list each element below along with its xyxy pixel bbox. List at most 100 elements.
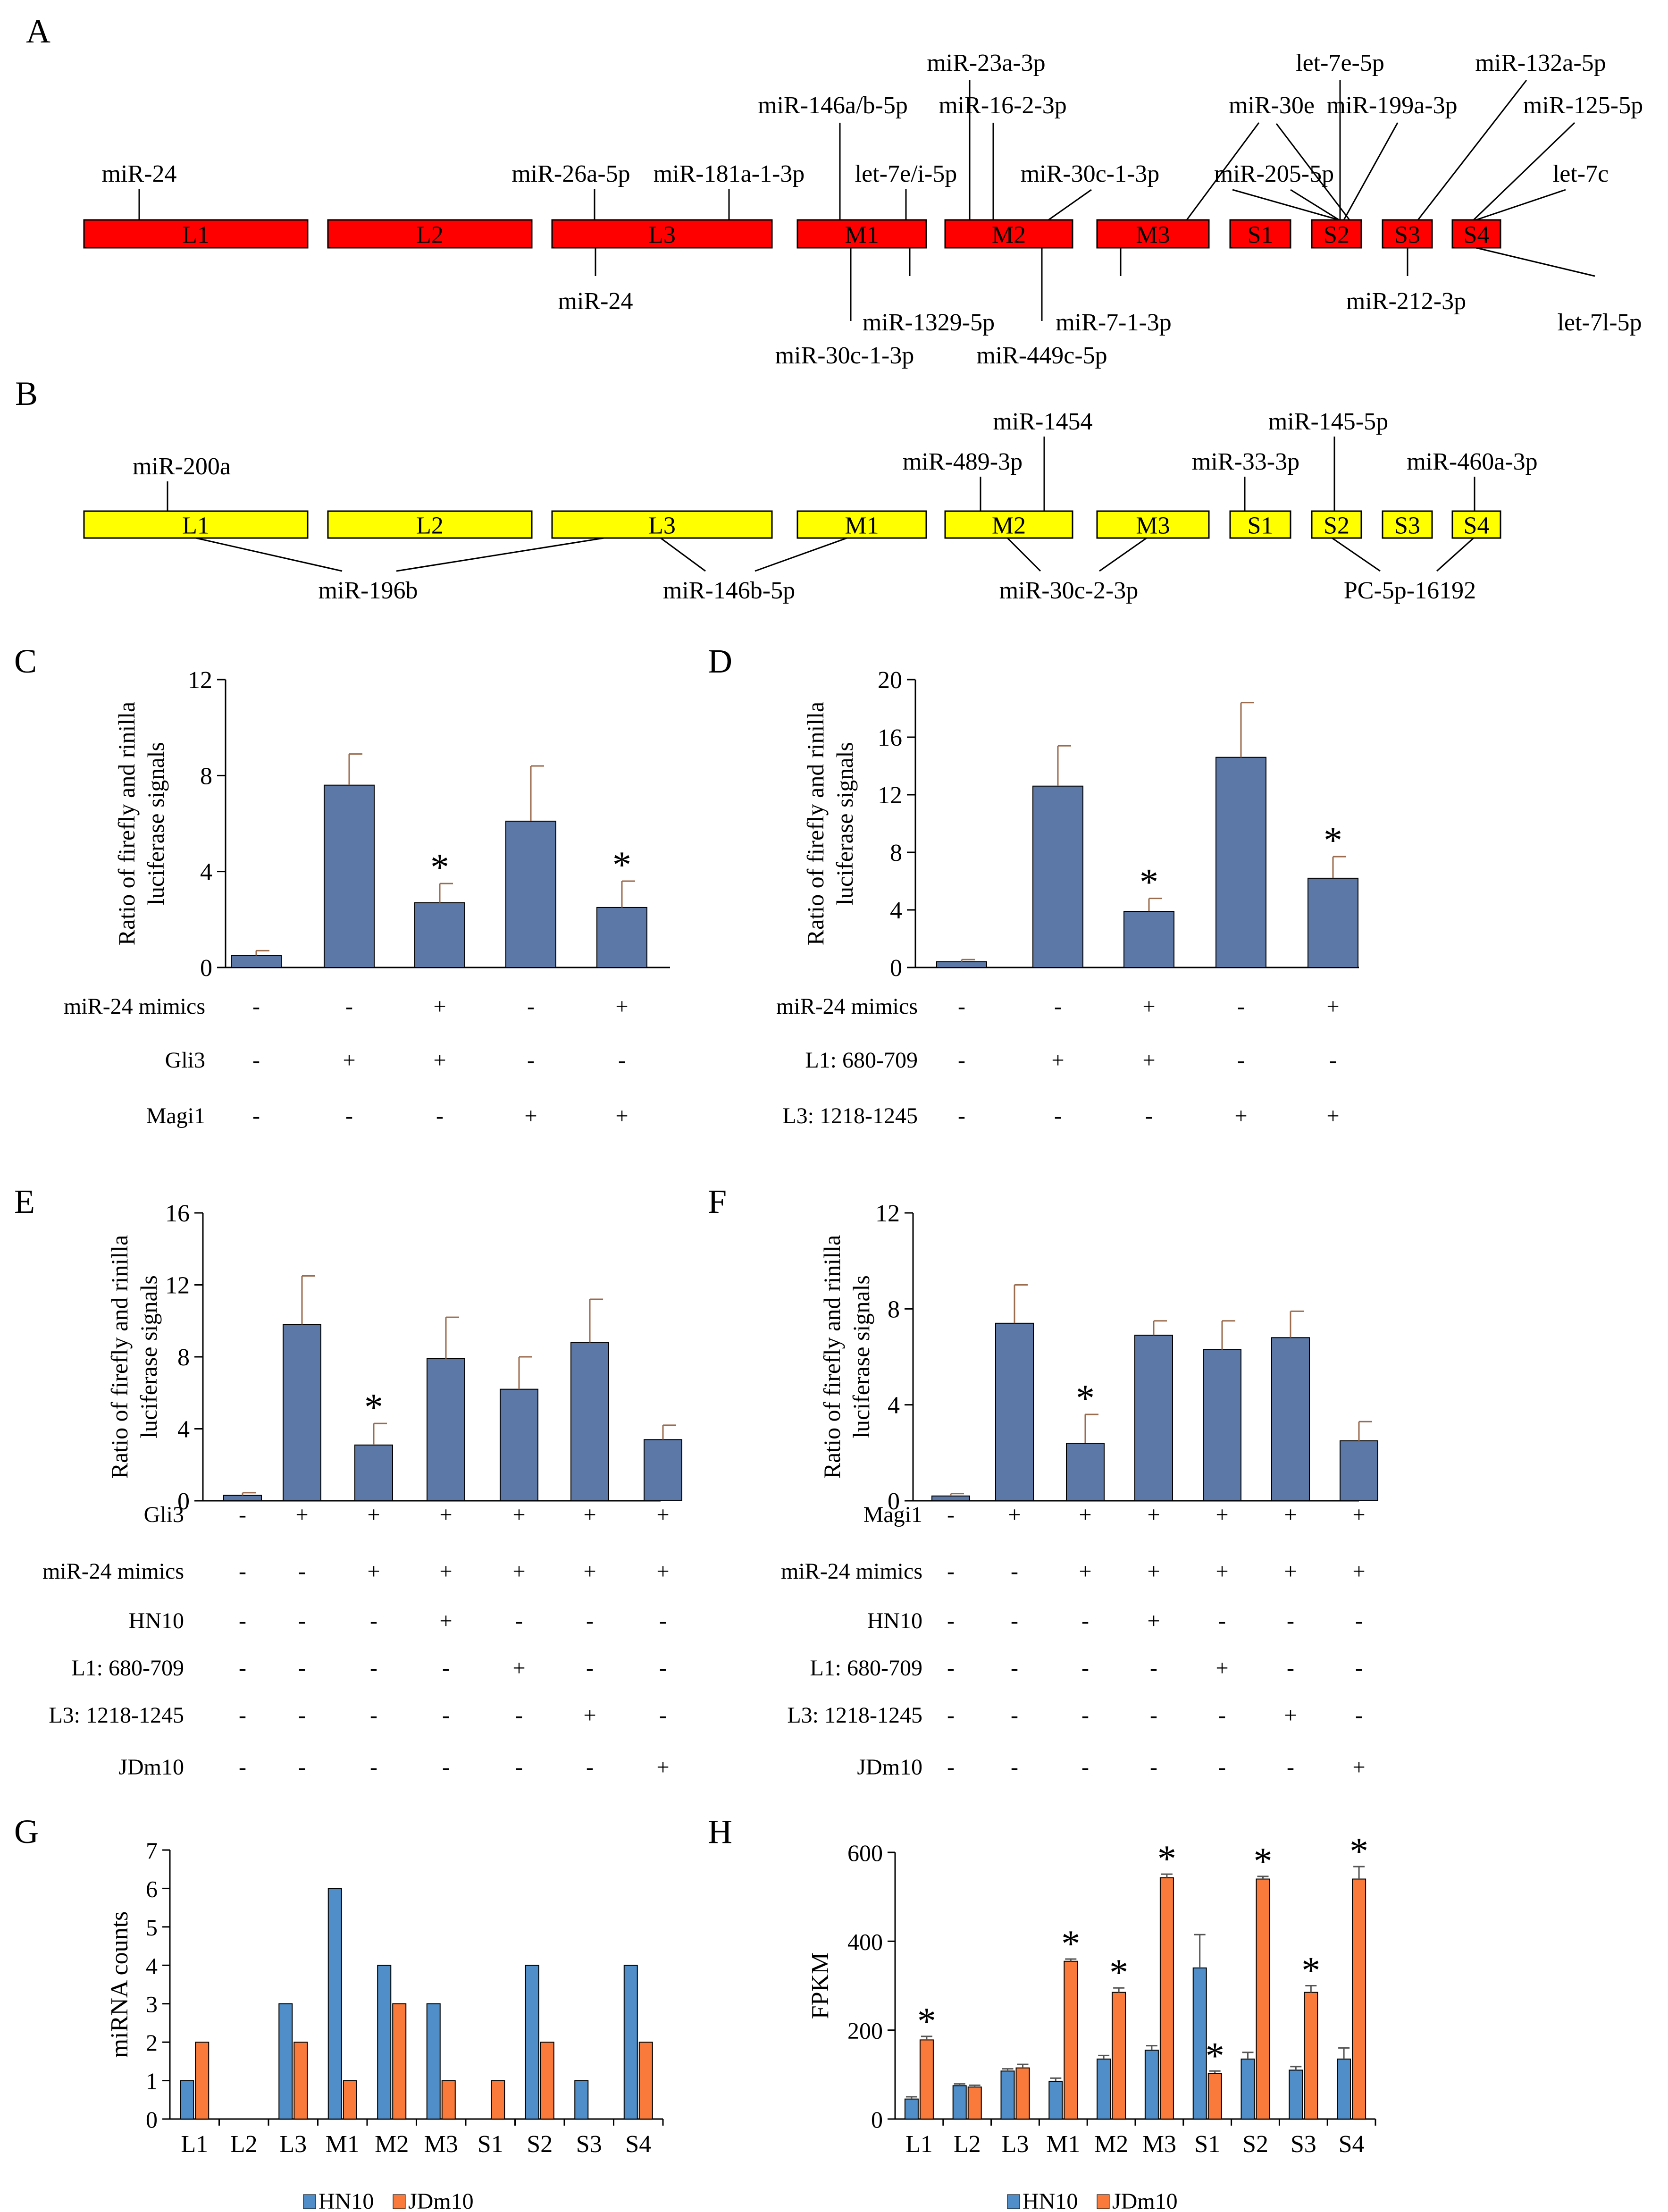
panel-d-y-axis-title-line-1: luciferase signals [831,742,858,905]
panel-a-connector-top-11 [1343,122,1399,220]
panel-c-bar-4 [596,907,647,968]
panel-c-bar-2 [414,902,465,968]
panel-h-legend-swatch-hn10 [1007,2194,1020,2209]
panel-d-bar-3 [1215,757,1266,968]
panel-a-connector-top-9 [1290,189,1340,221]
panel-g-xtick-label-m1: M1 [326,2131,360,2158]
panel-b-segment-map: L1 L2 L3 M1 M2 M3 S1 S2 S3 S4 miR-200a miR-489-3p mi… [83,408,1538,604]
panel-h-significance-jdm10-s2: * [1254,1841,1273,1882]
panel-b-segment-s1 [1229,510,1291,539]
panel-f-condition-0-mark-6: + [1352,1502,1365,1527]
panel-c-significance-4: * [612,844,631,886]
panel-b-segment-s4 [1451,510,1501,539]
panel-g-legend-label-jdm10: JDm10 [408,2189,474,2212]
panel-d-condition-0-mark-1: - [1054,994,1062,1019]
panel-c-condition-2-mark-0: - [252,1103,260,1128]
panel-f-condition-0-mark-4: + [1215,1502,1228,1527]
panel-h-bar-jdm10-m1 [1064,1960,1078,2120]
panel-h-bar-jdm10-s3 [1304,1992,1318,2119]
panel-b-segment-label-s4: S4 [1464,513,1490,539]
panel-d-bar-0 [936,961,987,968]
panel-d-bar-1 [1032,785,1083,968]
panel-h-bar-jdm10-m2 [1112,1992,1126,2119]
panel-f-condition-3-mark-0: - [947,1656,955,1681]
panel-f-condition-0-mark-1: + [1008,1502,1021,1527]
panel-f-bar-4 [1203,1349,1241,1501]
panel-h-bar-hn10-l1 [904,2098,919,2119]
panel-b-label-bottom-mir-30c-2-3p: miR-30c-2-3p [999,577,1139,604]
panel-a-label-bottom-mir-24: miR-24 [558,288,633,315]
panel-e-condition-label-l3-1218-1245: L3: 1218-1245 [49,1703,184,1728]
panel-a-label-mir-132a-5p: miR-132a-5p [1475,50,1606,76]
panel-g-bar-jdm10-s1 [491,2080,505,2119]
panel-d-condition-2-mark-1: - [1054,1103,1062,1128]
panel-b-label-bottom-mir-146b-5p: miR-146b-5p [663,577,795,604]
panel-e-ytick-label-0: 0 [177,1488,190,1515]
panel-e-condition-3-mark-5: - [586,1656,594,1681]
panel-g-bar-jdm10-l3 [293,2042,308,2120]
panel-h-xtick-label-s4: S4 [1339,2131,1365,2158]
panel-d-ytick-label-0: 0 [890,955,902,982]
panel-e-ytick-label-16: 16 [165,1200,190,1227]
panel-d-ytick-label-16: 16 [878,724,902,751]
panel-f-condition-2-mark-2: - [1081,1608,1089,1633]
panel-h-legend-label-hn10: HN10 [1023,2189,1078,2212]
panel-h-bar-jdm10-m3 [1159,1877,1174,2120]
panel-letter-c: C [14,642,37,680]
panel-f-condition-3-mark-5: - [1287,1656,1294,1681]
panel-g-ytick-label-4: 4 [146,1952,158,1979]
panel-e-condition-label-gli3: Gli3 [144,1502,184,1527]
panel-e-condition-2-mark-5: - [586,1608,594,1633]
panel-e-condition-1-mark-3: + [439,1559,452,1584]
panel-e-condition-1-mark-1: - [298,1559,306,1584]
panel-b-label-mir-460a-3p: miR-460a-3p [1407,448,1537,475]
panel-a-segment-label-s4: S4 [1464,222,1490,249]
panel-g-bar-chart: 0 1 2 3 4 5 6 7 miRNA counts L1 L2 L3 M1 M2 M3 S1 S2 S3 S4… [106,1837,664,2212]
panel-f-bar-0 [931,1495,970,1501]
panel-g-bar-jdm10-s2 [540,2042,554,2120]
panel-g-bar-hn10-s4 [623,1965,638,2119]
panel-f-condition-5-mark-5: - [1287,1755,1294,1780]
panel-h-ytick-label-200: 200 [847,2018,883,2044]
panel-h-significance-jdm10-m2: * [1109,1952,1128,1993]
panel-h-significance-jdm10-s1: * [1206,2035,1224,2077]
panel-e-ytick-label-4: 4 [177,1416,190,1443]
panel-f-condition-4-mark-2: - [1081,1703,1089,1728]
panel-a-segment-label-s2: S2 [1324,222,1349,249]
panel-e-bar-3 [427,1358,465,1501]
panel-e-condition-label-hn10: HN10 [129,1608,184,1633]
panel-c-condition-1-mark-2: + [433,1048,446,1073]
panel-b-segment-s2 [1311,510,1362,539]
panel-d-y-axis-title: Ratio of firefly and rinilla luciferase s… [802,702,858,946]
panel-f-condition-label-hn10: HN10 [867,1608,922,1633]
panel-e-condition-3-mark-3: - [442,1656,450,1681]
panel-e-ytick-label-8: 8 [177,1344,190,1371]
panel-h-bar-jdm10-s1 [1207,2073,1222,2119]
panel-e-bar-0 [223,1495,262,1501]
panel-f-condition-0-mark-3: + [1147,1502,1160,1527]
panel-d-bar-chart: 0 4 8 12 16 20 Ratio of firefly and rinilla luc… [776,667,1359,1128]
panel-a-connector-top-14 [1475,189,1566,221]
panel-f-condition-1-mark-1: - [1011,1559,1018,1584]
panel-d-bar-2 [1123,911,1174,968]
panel-e-ytick-label-12: 12 [165,1272,190,1299]
panel-f-condition-2-mark-1: - [1011,1608,1018,1633]
panel-d-condition-1-mark-0: - [958,1048,965,1073]
panel-e-condition-3-mark-4: + [512,1656,525,1681]
panel-f-condition-4-mark-0: - [947,1703,955,1728]
panel-letter-d: D [708,642,732,680]
panel-g-xtick-label-s2: S2 [527,2131,553,2158]
panel-c-condition-1-mark-3: - [527,1048,535,1073]
panel-f-condition-1-mark-2: + [1079,1559,1091,1584]
panel-f-condition-1-mark-4: + [1215,1559,1228,1584]
panel-e-condition-3-mark-6: - [659,1656,667,1681]
panel-f-condition-2-mark-4: - [1218,1608,1226,1633]
panel-d-ytick-label-4: 4 [890,897,902,924]
panel-e-condition-4-mark-0: - [239,1703,246,1728]
panel-b-segment-label-m1: M1 [845,513,879,539]
panel-d-condition-2-mark-3: + [1234,1103,1247,1128]
panel-g-bar-hn10-s3 [574,2080,589,2119]
panel-f-ytick-label-4: 4 [888,1392,900,1419]
